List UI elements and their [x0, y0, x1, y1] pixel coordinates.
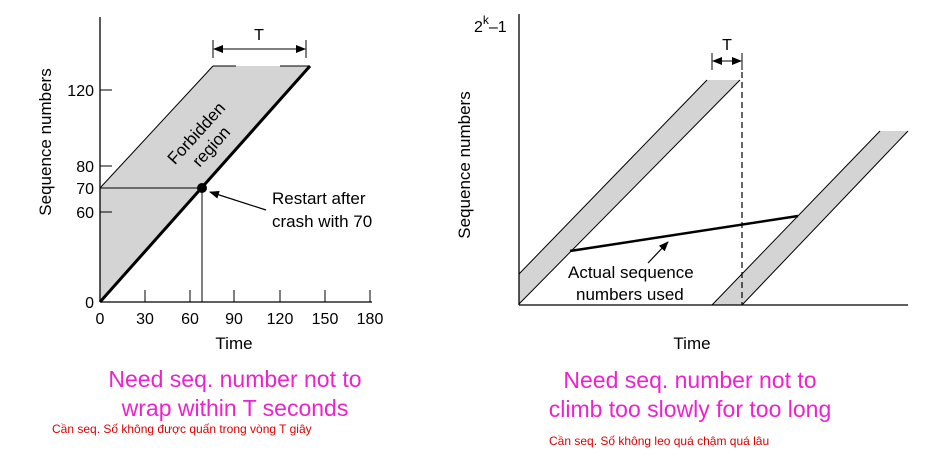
actual-seq-annotation-arrow: [647, 241, 669, 264]
actual-sequence-line: [569, 214, 799, 253]
seq-band-2: [712, 131, 908, 305]
right-y-max-sup: k: [483, 13, 490, 27]
right-y-max-tail: –1: [489, 19, 507, 36]
right-x-axis-label: Time: [673, 334, 710, 353]
x-tick-label-30: 30: [136, 311, 154, 328]
right-caption-line1: Need seq. number not to: [563, 367, 817, 393]
x-tick-label-60: 60: [181, 311, 199, 328]
y-tick-label-70: 70: [76, 181, 94, 198]
left-y-axis-label: Sequence numbers: [36, 68, 55, 215]
left-x-axis-label: Time: [215, 334, 252, 353]
y-tick-label-80: 80: [76, 159, 94, 176]
x-tick-label-90: 90: [225, 311, 243, 328]
T-label-right: T: [722, 37, 732, 54]
left-caption-line1: Need seq. number not to: [108, 366, 362, 392]
right-caption-line2: climb too slowly for too long: [548, 396, 832, 422]
y-tick-label-0: 0: [85, 295, 94, 312]
T-label-left: T: [254, 27, 264, 44]
forbidden-region-upper-edge: [99, 65, 214, 189]
actual-seq-annotation-line2: numbers used: [576, 285, 684, 304]
right-y-axis-label: Sequence numbers: [455, 91, 474, 238]
restart-annotation-line2: crash with 70: [272, 212, 372, 231]
seq-band-1-upper-edge: [518, 79, 708, 275]
seq-band-2-upper-edge: [711, 130, 881, 306]
right-caption: Need seq. number not to climb too slowly…: [500, 366, 880, 424]
restart-annotation-arrow: [209, 190, 267, 211]
right-diagram: 2k–1 Sequence numbers Time T Actual sequ…: [455, 13, 909, 353]
right-y-max-base: 2: [474, 19, 483, 36]
x-tick-label-120: 120: [267, 311, 294, 328]
restart-point: [197, 183, 207, 193]
right-caption-vi: Cần seq. Số không leo quá chậm quá lâu: [549, 434, 770, 448]
x-tick-label-0: 0: [96, 311, 105, 328]
restart-annotation-line1: Restart after: [272, 189, 366, 208]
y-tick-label-60: 60: [76, 205, 94, 222]
seq-band-2-lower-edge: [741, 130, 909, 306]
left-caption-line2: wrap within T seconds: [121, 395, 349, 421]
right-y-max-label: 2k–1: [474, 13, 507, 36]
actual-seq-annotation-line1: Actual sequence: [568, 263, 694, 282]
left-diagram: 120 80 70 60 0 0 30 60 90 120 150 180 Se…: [36, 17, 383, 353]
x-tick-label-180: 180: [357, 311, 384, 328]
seq-band-1-lower-edge: [518, 79, 741, 305]
left-caption-vi: Cần seq. Số không được quấn trong vòng T…: [52, 422, 312, 436]
y-tick-label-120: 120: [67, 83, 94, 100]
x-tick-label-150: 150: [312, 311, 339, 328]
left-caption: Need seq. number not to wrap within T se…: [70, 365, 400, 423]
